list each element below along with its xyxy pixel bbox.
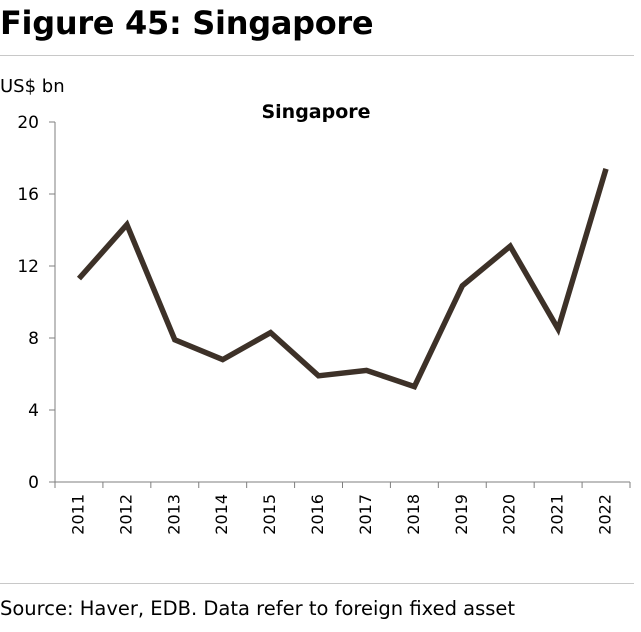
x-tick-label: 2018 bbox=[404, 494, 423, 535]
x-tick-label: 2022 bbox=[596, 494, 615, 535]
x-tick-label: 2012 bbox=[116, 494, 135, 535]
line-chart: Singapore 0 4 8 12 16 20 2011 2012 2013 2014 2015… bbox=[17, 101, 631, 535]
y-tick-label: 16 bbox=[17, 185, 39, 205]
series-group bbox=[76, 168, 609, 390]
chart-title: Singapore bbox=[261, 101, 370, 123]
y-ticks: 0 4 8 12 16 20 bbox=[17, 113, 55, 493]
figure-title: Figure 45: Singapore bbox=[0, 4, 374, 42]
x-tick-label: 2014 bbox=[212, 494, 231, 535]
x-tick-label: 2015 bbox=[260, 494, 279, 535]
series-line bbox=[76, 168, 609, 390]
top-divider bbox=[0, 55, 634, 56]
x-tick-label: 2016 bbox=[308, 494, 327, 535]
y-tick-label: 8 bbox=[28, 329, 39, 349]
x-ticks: 2011 2012 2013 2014 2015 2016 2017 2018 2019 2020… bbox=[54, 482, 631, 535]
x-tick-label: 2019 bbox=[452, 494, 471, 535]
y-tick-label: 0 bbox=[28, 473, 39, 493]
x-tick-label: 2021 bbox=[548, 494, 567, 535]
y-tick-label: 12 bbox=[17, 257, 39, 277]
x-tick-label: 2017 bbox=[356, 494, 375, 535]
x-tick-label: 2013 bbox=[164, 494, 183, 535]
y-tick-label: 4 bbox=[28, 401, 39, 421]
x-tick-label: 2011 bbox=[68, 494, 87, 535]
y-unit-label: US$ bn bbox=[0, 76, 65, 97]
bottom-divider bbox=[0, 583, 634, 584]
source-note: Source: Haver, EDB. Data refer to foreig… bbox=[0, 597, 516, 620]
y-tick-label: 20 bbox=[17, 113, 39, 133]
x-tick-label: 2020 bbox=[500, 494, 519, 535]
